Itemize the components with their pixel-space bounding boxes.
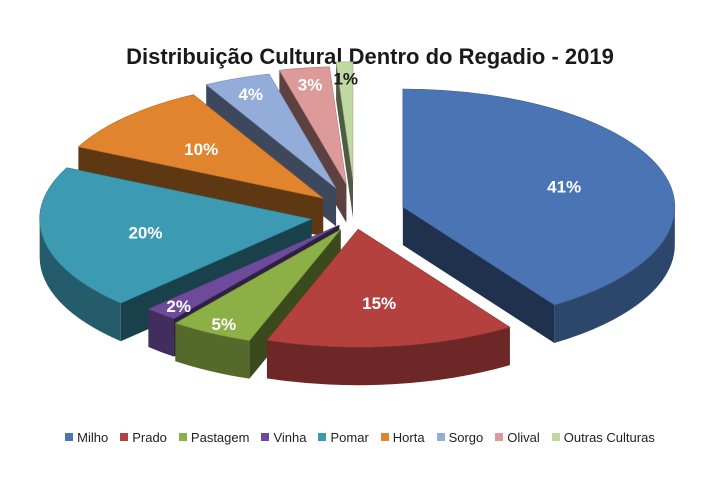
- data-label-sorgo: 4%: [238, 85, 263, 104]
- legend-swatch: [380, 433, 389, 441]
- legend-item-vinha: Vinha: [261, 430, 306, 445]
- legend-swatch: [551, 433, 560, 441]
- data-label-pomar: 20%: [128, 224, 162, 243]
- pie-chart-plot: Distribuição Cultural Dentro do Regadio …: [39, 44, 676, 386]
- data-label-horta: 10%: [184, 140, 218, 159]
- legend-swatch: [261, 433, 270, 441]
- legend-label: Pastagem: [190, 429, 250, 445]
- legend-label: Pomar: [330, 429, 369, 445]
- legend-item-milho: Milho: [65, 430, 108, 445]
- legend-swatch: [495, 433, 504, 441]
- legend-item-pastagem: Pastagem: [178, 429, 250, 445]
- legend-swatch: [65, 433, 74, 441]
- legend-item-pomar: Pomar: [318, 429, 369, 445]
- legend-swatch: [178, 433, 187, 441]
- pie-slice-outras-culturas: [335, 61, 354, 218]
- data-label-olival: 3%: [298, 75, 323, 94]
- legend-item-olival: Olival: [495, 430, 540, 445]
- slice-labels: 41% 15% 5% 2% 20% 10% 4% 3% 1%: [128, 69, 581, 333]
- data-label-vinha: 2%: [166, 297, 191, 316]
- chart-legend: Milho Prado Pastagem Vinha Pomar Horta Sorgo Ol…: [0, 427, 720, 447]
- data-label-prado: 15%: [362, 294, 396, 313]
- data-label-outras-culturas: 1%: [333, 69, 358, 88]
- legend-swatch: [318, 433, 327, 441]
- legend-label: Horta: [392, 429, 425, 445]
- pie-slices: [39, 61, 676, 386]
- legend-label: Prado: [132, 429, 167, 445]
- pie-slice-milho: [402, 88, 676, 343]
- legend-swatch: [120, 433, 129, 441]
- legend-item-prado: Prado: [120, 430, 167, 445]
- legend-item-outras-culturas: Outras Culturas: [551, 429, 655, 445]
- pie-slice-prado: [266, 228, 511, 386]
- legend-label: Milho: [77, 429, 109, 445]
- chart-title: Distribuição Cultural Dentro do Regadio …: [126, 44, 614, 69]
- legend-label: Outras Culturas: [563, 429, 655, 445]
- data-label-pastagem: 5%: [212, 315, 237, 334]
- data-label-milho: 41%: [547, 178, 581, 197]
- legend-item-horta: Horta: [380, 429, 425, 445]
- legend-swatch: [436, 433, 445, 441]
- legend-label: Olival: [507, 429, 540, 445]
- legend-item-sorgo: Sorgo: [436, 429, 484, 445]
- legend-label: Vinha: [273, 429, 307, 445]
- legend-label: Sorgo: [448, 429, 484, 445]
